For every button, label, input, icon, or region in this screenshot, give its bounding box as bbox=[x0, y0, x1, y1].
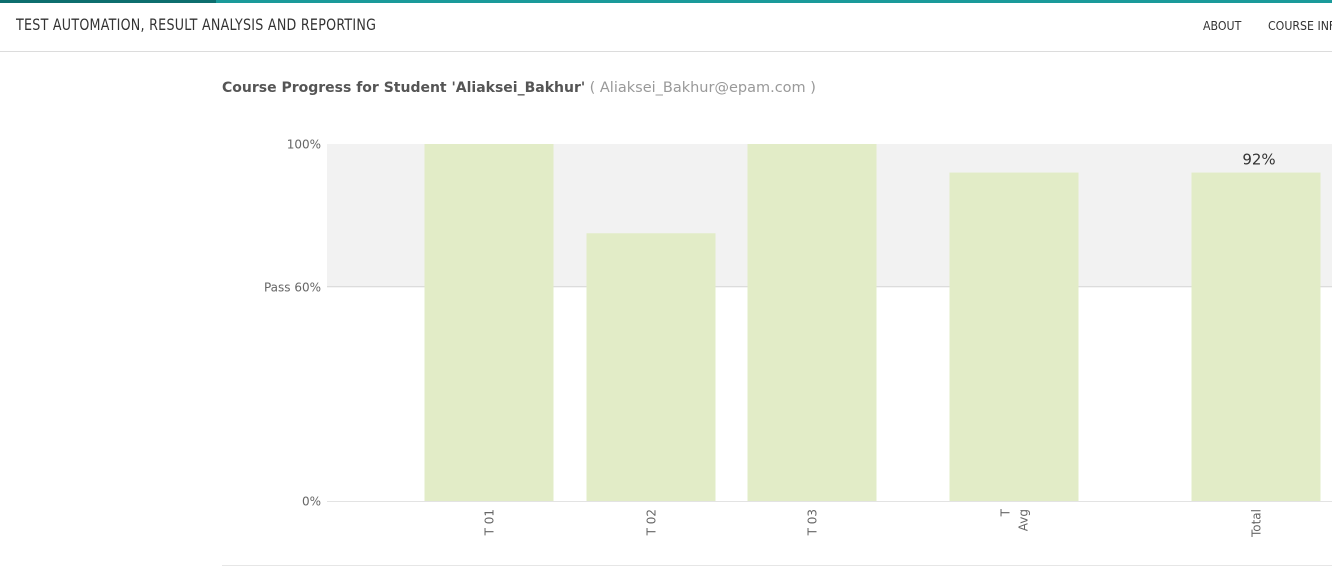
x-tick-label: T 01 bbox=[483, 509, 497, 536]
bar-t-02 bbox=[586, 233, 716, 501]
app-brand-title[interactable]: TEST AUTOMATION, RESULT ANALYSIS AND REP… bbox=[16, 15, 377, 34]
bar-t-avg bbox=[949, 172, 1079, 501]
top-navbar: TEST AUTOMATION, RESULT ANALYSIS AND REP… bbox=[0, 3, 1332, 52]
bar-total bbox=[1191, 172, 1321, 501]
content-divider bbox=[222, 565, 1332, 566]
x-tick-label-line: Total bbox=[1250, 509, 1264, 538]
x-tick-label: T 03 bbox=[806, 509, 820, 536]
x-tick-label: Total bbox=[1250, 509, 1264, 538]
accent-top-line bbox=[0, 0, 1332, 3]
student-progress-title: Course Progress for Student 'Aliaksei_Ba… bbox=[222, 80, 586, 96]
bar-t-03 bbox=[747, 144, 877, 501]
nav-course-info-link[interactable]: COURSE INFO bbox=[1268, 18, 1332, 33]
y-tick-label: 100% bbox=[287, 138, 321, 152]
x-tick-label: T 02 bbox=[645, 509, 659, 536]
y-tick-label: Pass 60% bbox=[264, 280, 321, 294]
x-tick-label-line: Avg bbox=[1017, 509, 1031, 531]
x-tick-label-line: T 01 bbox=[483, 509, 497, 536]
nav-about-link[interactable]: ABOUT bbox=[1203, 18, 1242, 33]
page-title: Course Progress for Student 'Aliaksei_Ba… bbox=[222, 80, 816, 96]
x-tick-label-line: T 02 bbox=[645, 509, 659, 536]
x-tick-label-line: T 03 bbox=[806, 509, 820, 536]
y-tick-label: 0% bbox=[302, 495, 321, 509]
x-tick-label-line: T bbox=[999, 508, 1013, 517]
bar-t-01 bbox=[424, 144, 554, 501]
accent-top-line-segment bbox=[0, 0, 216, 3]
x-tick-label: T Avg bbox=[999, 508, 1031, 531]
student-email: ( Aliaksei_Bakhur@epam.com ) bbox=[589, 80, 816, 96]
bar-data-label: 92% bbox=[1242, 151, 1275, 169]
